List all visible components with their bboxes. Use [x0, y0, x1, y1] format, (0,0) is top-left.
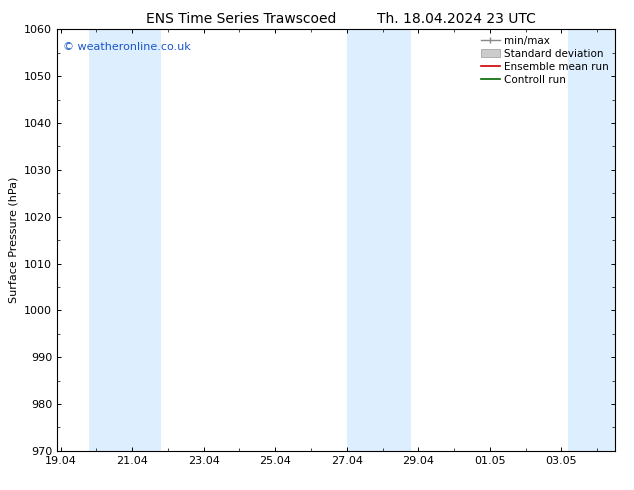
Bar	[89, 29, 161, 451]
Bar	[569, 29, 615, 451]
Text: ENS Time Series Trawscoed: ENS Time Series Trawscoed	[146, 12, 336, 26]
Text: © weatheronline.co.uk: © weatheronline.co.uk	[63, 42, 190, 52]
Y-axis label: Surface Pressure (hPa): Surface Pressure (hPa)	[8, 177, 18, 303]
Bar	[347, 29, 411, 451]
Legend: min/max, Standard deviation, Ensemble mean run, Controll run: min/max, Standard deviation, Ensemble me…	[477, 31, 613, 89]
Text: Th. 18.04.2024 23 UTC: Th. 18.04.2024 23 UTC	[377, 12, 536, 26]
